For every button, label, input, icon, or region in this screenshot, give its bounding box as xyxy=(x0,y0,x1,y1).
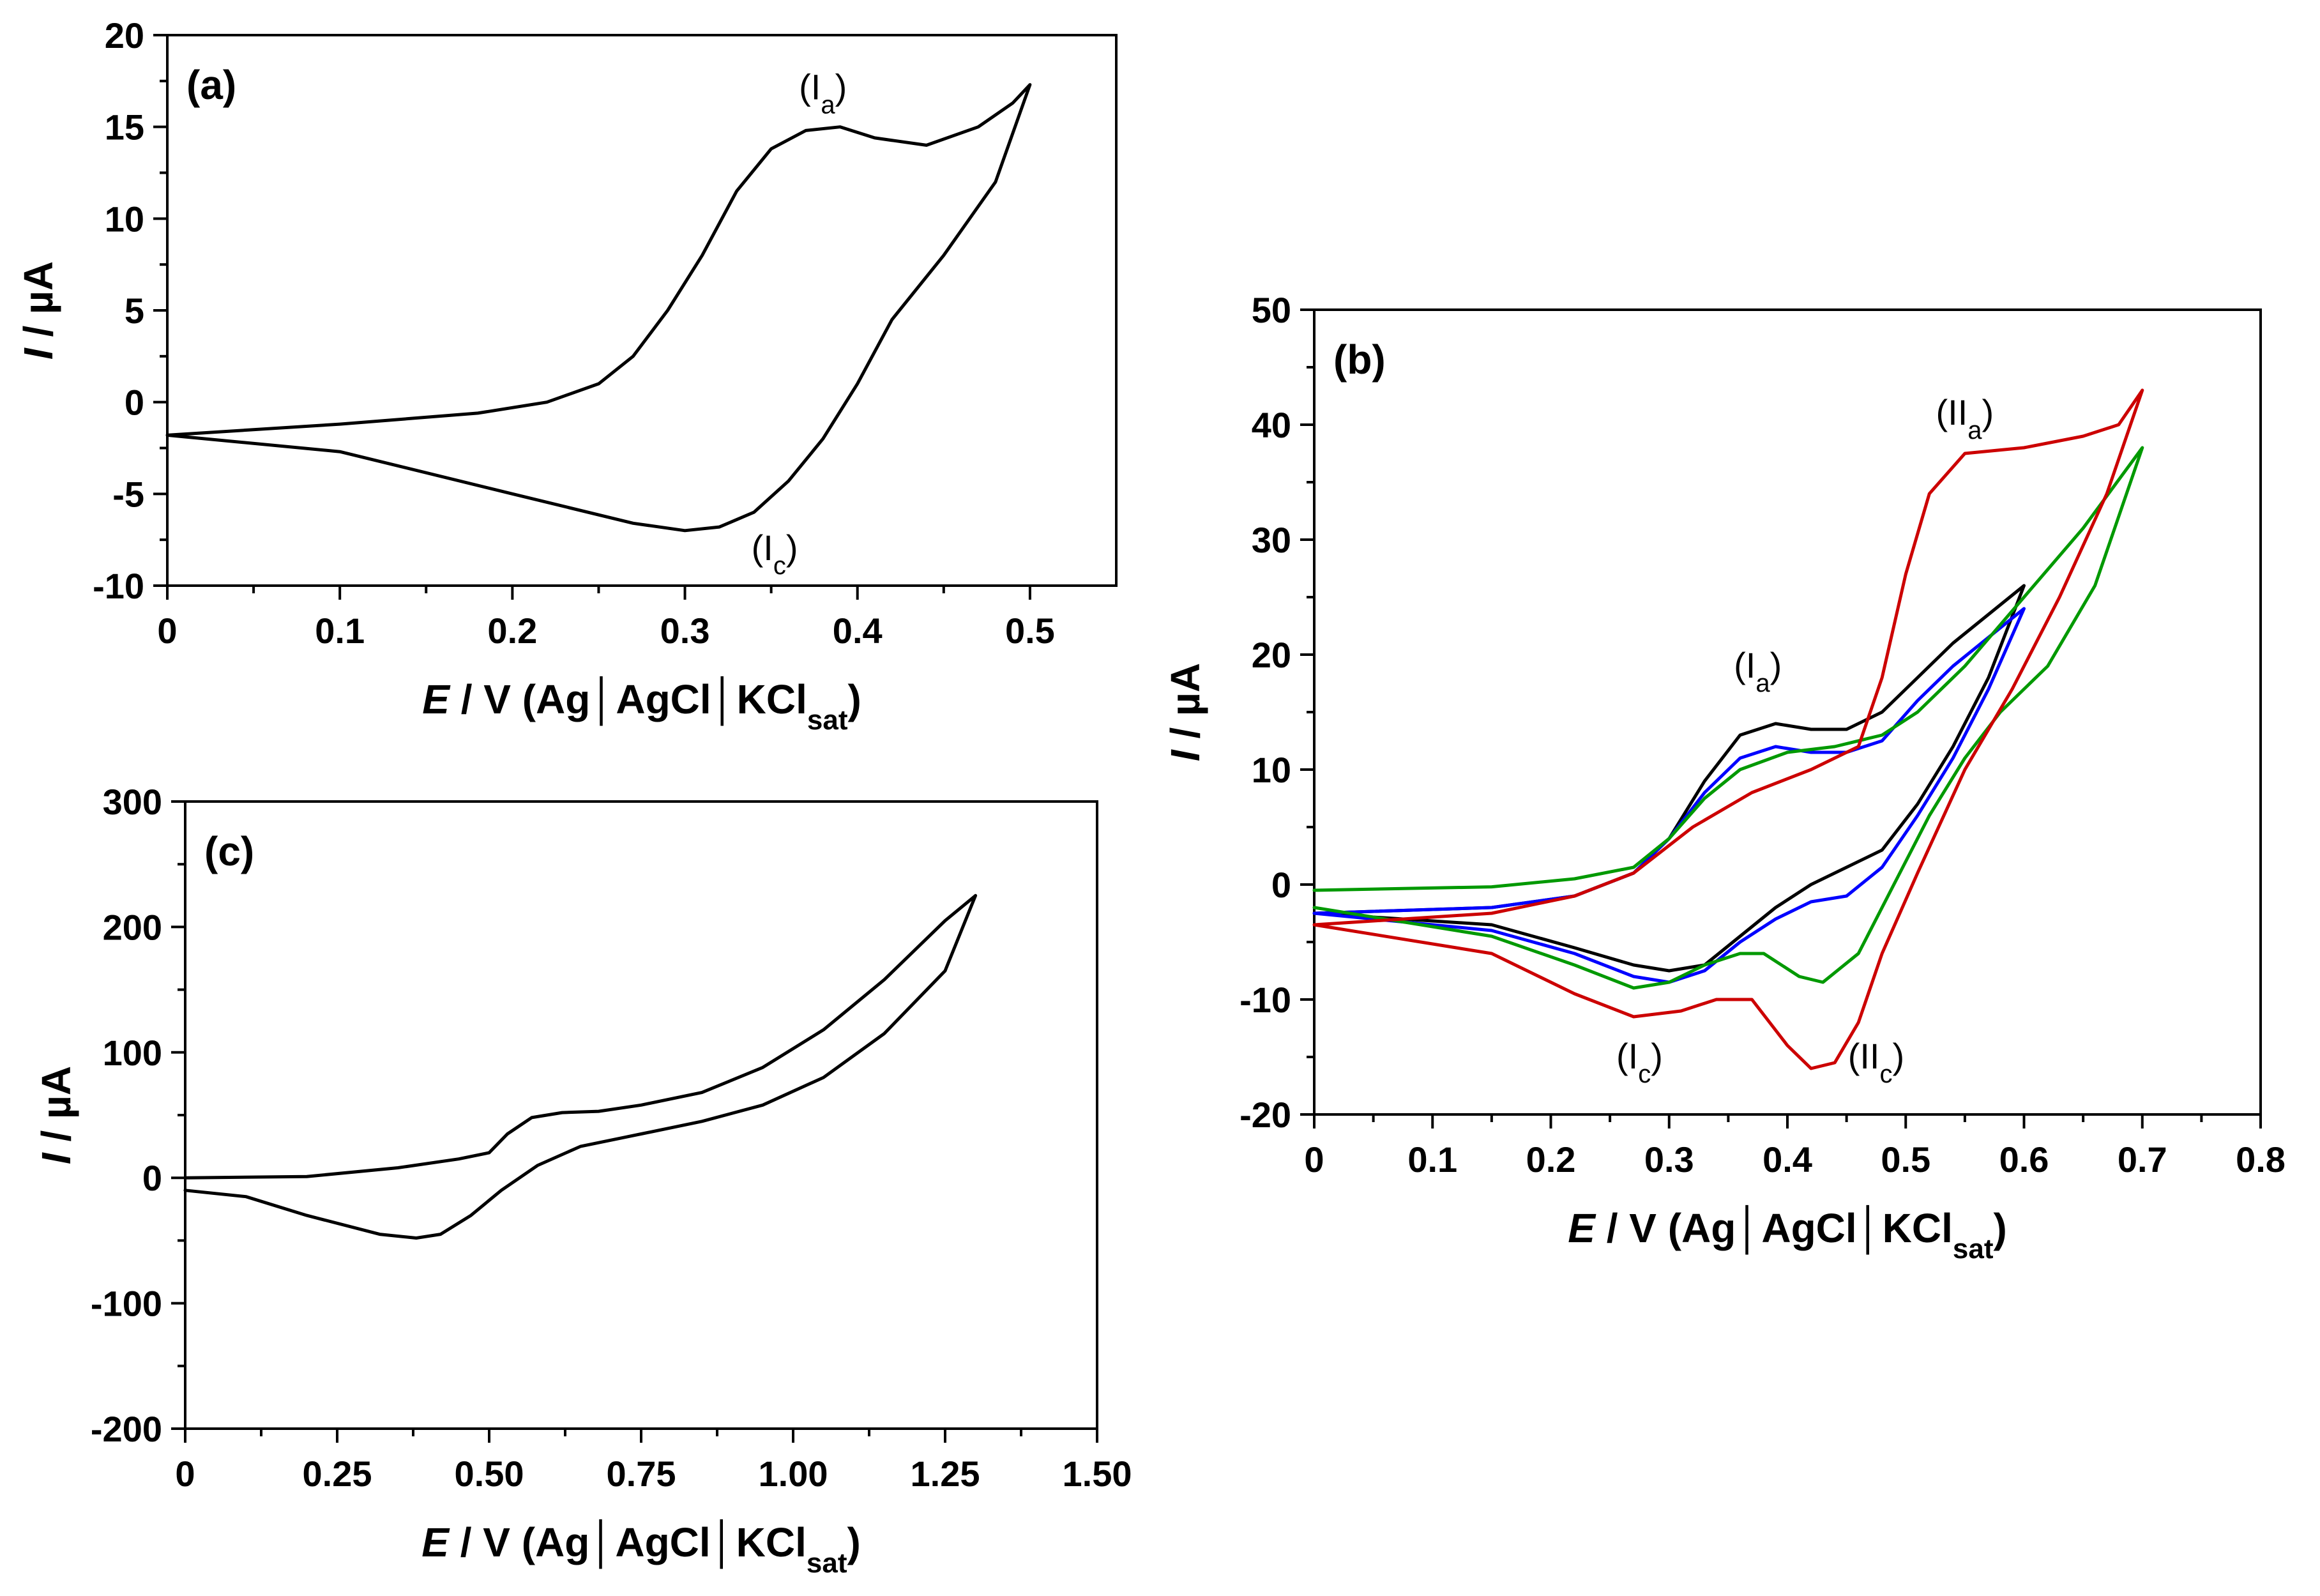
x-tick-label: 0 xyxy=(175,1454,195,1494)
x-tick-label: 1.50 xyxy=(1063,1454,1132,1494)
x-tick-label: 0.7 xyxy=(2118,1139,2167,1180)
x-tick-label: 0.2 xyxy=(487,611,537,651)
x-tick-label: 0.1 xyxy=(1407,1139,1457,1180)
panel-label: (b) xyxy=(1333,337,1386,383)
y-tick-label: -20 xyxy=(1240,1095,1291,1135)
x-axis-title: E / V (Ag│AgCl│KClsat) xyxy=(421,1519,861,1579)
x-tick-label: 0.25 xyxy=(303,1454,372,1494)
y-tick-label: 0 xyxy=(125,383,144,423)
series-line-1 xyxy=(183,893,978,1240)
x-tick-label: 0.3 xyxy=(660,611,710,651)
series-line-2 xyxy=(1312,607,2026,984)
y-axis-title: I / µA xyxy=(15,261,61,360)
y-tick-label: 30 xyxy=(1252,520,1291,560)
peak-annotation: (Ia) xyxy=(1734,645,1782,697)
y-tick-label: 0 xyxy=(142,1158,162,1198)
x-tick-label: 0.6 xyxy=(1999,1139,2049,1180)
y-tick-label: 200 xyxy=(103,907,162,947)
peak-annotation: (IIa) xyxy=(1936,392,1994,445)
y-tick-label: 5 xyxy=(125,291,144,331)
x-tick-label: 0 xyxy=(1304,1139,1324,1180)
series-line-1 xyxy=(165,83,1032,533)
x-tick-label: 0.4 xyxy=(1763,1139,1812,1180)
x-tick-label: 1.00 xyxy=(759,1454,828,1494)
y-tick-label: 10 xyxy=(105,199,144,239)
y-tick-label: 40 xyxy=(1252,405,1291,445)
y-axis-title: I / µA xyxy=(1162,663,1208,761)
chart-panel-b: 0 0.1 0.2 0.3 0.4 0.5 0.6 0.7 0.8 -20 -10 0 10 20 30 40… xyxy=(1162,290,2286,1265)
peak-annotation: (Ia) xyxy=(799,67,847,119)
plot-frame xyxy=(184,800,1098,1430)
x-tick-label: 0.4 xyxy=(833,611,883,651)
chart-panel-a: 0 0.1 0.2 0.3 0.4 0.5 -10 -5 0 5 10 15 20 (a) (Ia) (Ic)… xyxy=(15,15,1118,736)
plot-frame xyxy=(1313,308,2262,1116)
chart-panel-c: 0 0.25 0.50 0.75 1.00 1.25 1.50 -200 -100 0 100 200… xyxy=(33,782,1132,1579)
y-tick-label: 20 xyxy=(1252,635,1291,675)
y-tick-label: 50 xyxy=(1252,290,1291,330)
y-tick-label: 100 xyxy=(103,1033,162,1073)
x-tick-label: 0.50 xyxy=(455,1454,524,1494)
series-line-1 xyxy=(1312,584,2026,973)
x-axis-title: E / V (Ag│AgCl│KClsat) xyxy=(422,676,861,736)
x-tick-label: 0.8 xyxy=(2236,1139,2286,1180)
x-tick-label: 0.75 xyxy=(607,1454,676,1494)
panel-label: (c) xyxy=(204,828,254,874)
panel-label: (a) xyxy=(186,62,236,108)
y-tick-label: -200 xyxy=(91,1409,162,1449)
series-line-4 xyxy=(1312,388,2144,1070)
y-tick-label: 300 xyxy=(103,782,162,822)
y-axis-title: I / µA xyxy=(33,1066,79,1164)
series-line-3 xyxy=(1312,446,2144,990)
y-tick-label: -10 xyxy=(1240,980,1291,1020)
plot-frame xyxy=(166,34,1118,587)
y-tick-label: 10 xyxy=(1252,750,1291,790)
peak-annotation: (Ic) xyxy=(752,528,798,580)
x-tick-label: 0.3 xyxy=(1644,1139,1694,1180)
y-tick-label: 20 xyxy=(105,15,144,56)
y-tick-label: -5 xyxy=(112,474,144,514)
y-tick-label: 15 xyxy=(105,107,144,148)
x-tick-label: 0.2 xyxy=(1526,1139,1576,1180)
y-tick-label: -100 xyxy=(91,1284,162,1324)
x-tick-label: 0 xyxy=(157,611,177,651)
x-tick-label: 0.5 xyxy=(1881,1139,1930,1180)
peak-annotation: (Ic) xyxy=(1616,1036,1663,1088)
x-axis-title: E / V (Ag│AgCl│KClsat) xyxy=(1568,1205,2007,1265)
x-tick-label: 1.25 xyxy=(911,1454,980,1494)
peak-annotation: (IIc) xyxy=(1848,1036,1904,1088)
y-tick-label: 0 xyxy=(1271,865,1291,905)
x-tick-label: 0.5 xyxy=(1005,611,1055,651)
y-tick-label: -10 xyxy=(93,566,144,606)
x-tick-label: 0.1 xyxy=(315,611,365,651)
